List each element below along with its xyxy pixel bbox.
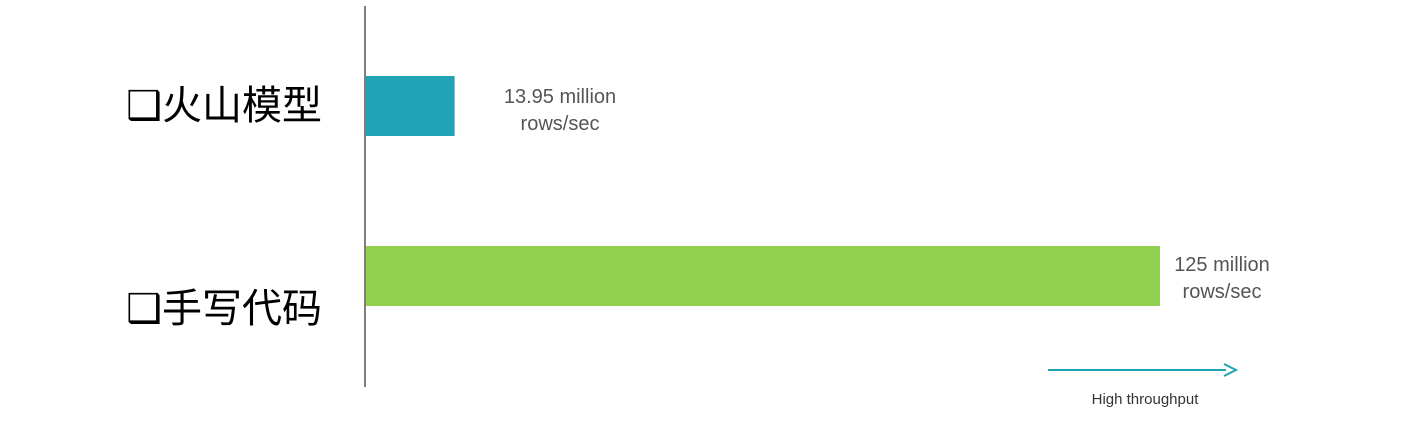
throughput-annotation: High throughput	[1048, 363, 1239, 408]
bar-1	[366, 76, 455, 136]
data-label-1-line-2: rows/sec	[521, 113, 600, 135]
category-label-1: ❑火山模型	[126, 83, 322, 129]
throughput-arrow-head	[1223, 363, 1239, 377]
throughput-annotation-label: High throughput	[1092, 391, 1200, 408]
data-label-2-line-2: rows/sec	[1183, 281, 1262, 303]
data-label-1-line-1: 13.95 million	[504, 86, 616, 108]
bar-2	[366, 246, 1160, 306]
category-label-2: ❑手写代码	[126, 286, 322, 332]
data-label-2-line-1: 125 million	[1174, 254, 1270, 276]
